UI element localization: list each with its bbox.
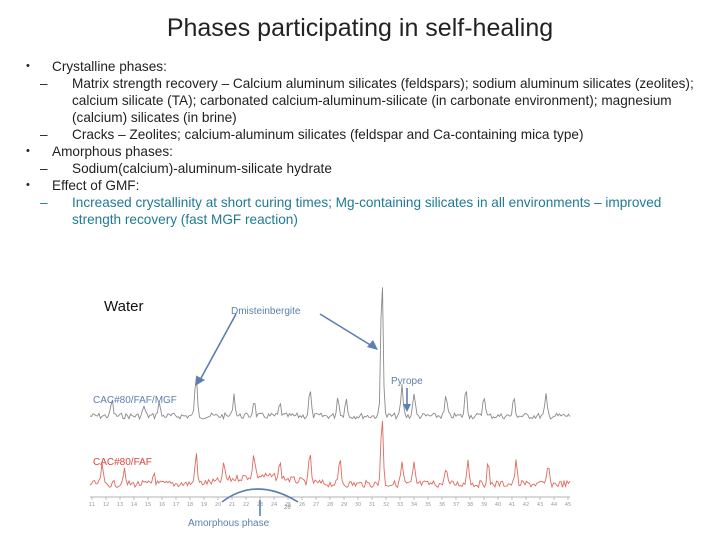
x-tick-label: 29 [341,502,347,508]
x-tick-label: 26 [299,502,305,508]
x-tick-label: 31 [369,502,375,508]
bullet-text: Effect of GMF: [52,178,139,193]
label-dmisteinbergite: Dmisteinbergite [231,306,300,317]
x-tick-label: 42 [523,502,529,508]
dash-marker: – [40,126,48,143]
bullet-crystalline: • Crystalline phases: [22,58,702,75]
bullet-marker: • [26,143,30,160]
sub-bullet: – Matrix strength recovery – Calcium alu… [22,75,702,126]
sub-bullet-highlight: – Increased crystallinity at short curin… [22,194,702,228]
x-tick-label: 14 [131,502,137,508]
x-tick-label: 33 [397,502,403,508]
sub-bullet-text: Increased crystallinity at short curing … [72,195,661,227]
sub-bullet: – Sodium(calcium)-aluminum-silicate hydr… [22,160,702,177]
label-series-faf: CAC#80/FAF [93,457,152,468]
x-axis-label: 2θ [284,505,291,511]
x-tick-label: 24 [271,502,277,508]
x-tick-label: 28 [327,502,333,508]
x-tick-label: 17 [173,502,179,508]
bullet-text: Amorphous phases: [52,144,173,159]
x-tick-label: 11 [89,502,95,508]
x-tick-label: 41 [509,502,515,508]
label-amorphous: Amorphous phase [188,518,269,529]
bullet-gmf: • Effect of GMF: [22,177,702,194]
x-tick-label: 21 [229,502,235,508]
x-tick-label: 13 [117,502,123,508]
x-tick-label: 40 [495,502,501,508]
label-series-mgf: CAC#80/FAF/MGF [93,395,177,406]
x-tick-label: 43 [537,502,543,508]
bullet-marker: • [26,177,30,194]
x-tick-label: 22 [243,502,249,508]
x-tick-label: 30 [355,502,361,508]
x-tick-label: 38 [467,502,473,508]
dash-marker: – [40,160,48,177]
x-tick-label: 18 [187,502,193,508]
sub-bullet-text: Cracks – Zeolites; calcium-aluminum sili… [72,127,583,142]
dash-marker: – [40,75,48,92]
sub-bullet: – Cracks – Zeolites; calcium-aluminum si… [22,126,702,143]
x-tick-label: 35 [425,502,431,508]
xrd-figure: 1112131415161718192021222324252627282930… [84,276,572,530]
dash-marker: – [40,194,48,211]
x-tick-label: 45 [565,502,571,508]
sub-bullet-text: Matrix strength recovery – Calcium alumi… [72,76,694,125]
bullet-list: • Crystalline phases: – Matrix strength … [22,58,702,228]
x-tick-label: 20 [215,502,221,508]
x-tick-label: 37 [453,502,459,508]
x-tick-label: 32 [383,502,389,508]
sub-bullet-text: Sodium(calcium)-aluminum-silicate hydrat… [72,161,332,176]
x-tick-label: 39 [481,502,487,508]
bullet-text: Crystalline phases: [52,59,167,74]
slide-title: Phases participating in self-healing [0,14,720,43]
bullet-marker: • [26,58,30,75]
bullet-amorphous: • Amorphous phases: [22,143,702,160]
x-tick-label: 44 [551,502,557,508]
x-tick-label: 34 [411,502,417,508]
x-tick-label: 16 [159,502,165,508]
label-pyrope: Pyrope [391,376,423,387]
x-tick-label: 12 [103,502,109,508]
inset-label: Water [104,298,143,315]
x-tick-label: 36 [439,502,445,508]
x-tick-label: 27 [313,502,319,508]
x-tick-label: 19 [201,502,207,508]
x-tick-label: 15 [145,502,151,508]
